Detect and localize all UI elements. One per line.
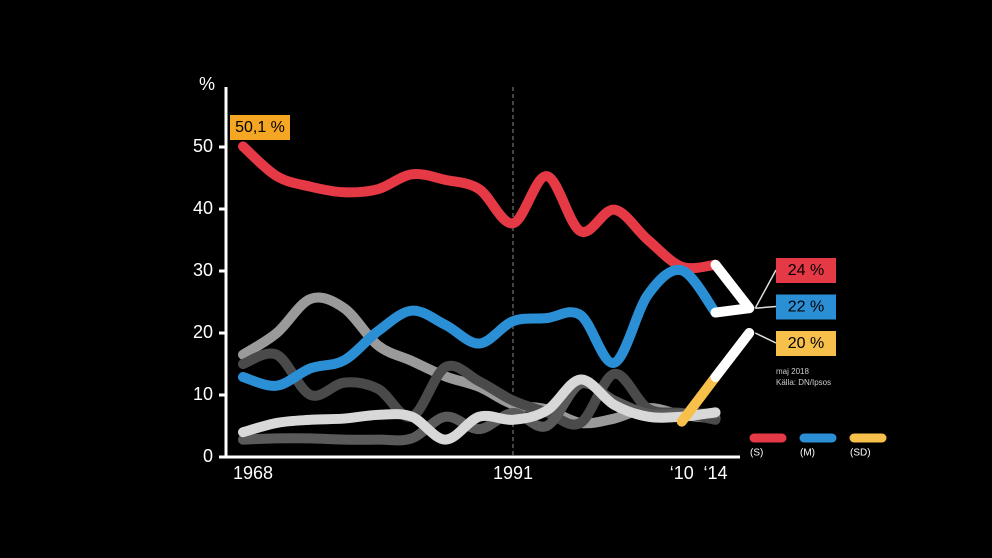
y-tick-label: 40	[193, 198, 213, 218]
series-line	[238, 264, 721, 391]
value-label-box	[230, 115, 290, 140]
poll-segment	[710, 259, 755, 314]
y-tick-label: 10	[193, 384, 213, 404]
series-line	[238, 348, 721, 430]
leader-line	[755, 305, 777, 309]
annotation: maj 2018	[776, 367, 809, 376]
y-tick-label: 30	[193, 260, 213, 280]
value-label: 24 %	[788, 262, 824, 279]
y-tick-label: 20	[193, 322, 213, 342]
x-tick-label: ‘10	[670, 463, 694, 483]
value-label-box	[776, 294, 836, 320]
legend-label: (SD)	[850, 448, 871, 459]
legend-label: (M)	[800, 448, 815, 459]
value-label: 50,1 %	[235, 119, 285, 136]
value-label-box	[776, 258, 836, 283]
legend-label: (S)	[750, 448, 763, 459]
x-tick-label: 1991	[493, 463, 533, 483]
annotation: Källa: DN/Ipsos	[776, 378, 831, 387]
y-axis-label: %	[199, 74, 215, 94]
value-label: 22 %	[788, 299, 824, 316]
series-line	[238, 141, 721, 274]
y-tick-label: 50	[193, 136, 213, 156]
series-line	[238, 374, 721, 445]
x-tick-label: 1968	[233, 463, 273, 483]
y-tick-label: 0	[203, 446, 213, 466]
poll-segment	[710, 328, 755, 383]
value-label-box	[776, 331, 836, 356]
leader-line	[754, 269, 777, 309]
poll-segment	[710, 303, 755, 318]
leader-line	[754, 332, 777, 344]
value-label: 20 %	[788, 335, 824, 352]
x-tick-label: ‘14	[703, 463, 727, 483]
